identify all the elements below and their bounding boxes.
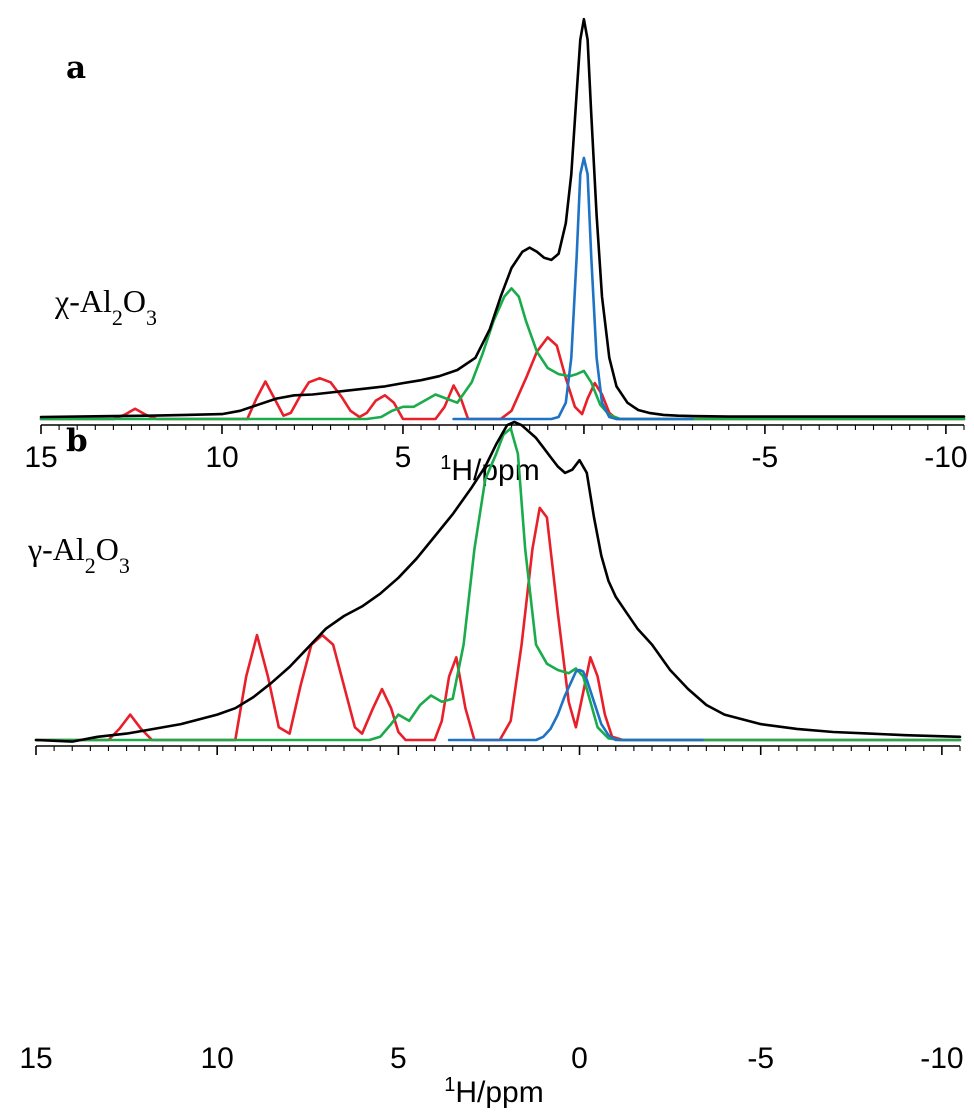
tick-label-a: -5 — [752, 441, 779, 474]
tick-label-b: 0 — [571, 1042, 588, 1075]
series-green-curve-b — [34, 427, 962, 742]
tick-label-a: 10 — [205, 441, 238, 474]
panel-letter-a: a — [66, 50, 86, 86]
series-experimental-curve-b — [34, 420, 962, 743]
series-green-curve-a — [39, 287, 966, 421]
series-blue-curve-b — [447, 668, 704, 742]
series-blue-curve-a — [452, 156, 694, 421]
tick-label-b: -5 — [747, 1042, 774, 1075]
panel-b: b γ-Al2O3 15 10 5 0 -5 -10 1H/ppm — [19, 420, 964, 1109]
sample-label-chi-alumina: χ-Al2O3 — [54, 283, 157, 330]
x-axis-title-a: 1H/ppm — [440, 452, 539, 487]
x-axis-a: 15 10 5 -5 -10 — [24, 424, 968, 474]
series-red-curve-b — [34, 506, 962, 742]
x-axis-title-b: 1H/ppm — [444, 1074, 543, 1109]
tick-label-a: 15 — [24, 441, 57, 474]
series-red-curve-a — [39, 336, 966, 421]
x-axis-b: 15 10 5 0 -5 -10 — [19, 745, 964, 1075]
sample-label-gamma-alumina: γ-Al2O3 — [27, 531, 130, 578]
series-experimental-curve-a — [39, 17, 966, 419]
spectrum-curves-a — [39, 17, 966, 421]
tick-label-a: 5 — [395, 441, 412, 474]
tick-label-b: -10 — [920, 1042, 963, 1075]
tick-label-b: 15 — [19, 1042, 52, 1075]
spectrum-curves-b — [34, 420, 962, 743]
panel-a: a χ-Al2O3 15 10 5 -5 -10 1H/ppm — [24, 17, 968, 487]
tick-label-a: -10 — [924, 441, 967, 474]
tick-label-b: 10 — [201, 1042, 234, 1075]
tick-label-b: 5 — [390, 1042, 407, 1075]
panel-letter-b: b — [66, 423, 88, 459]
